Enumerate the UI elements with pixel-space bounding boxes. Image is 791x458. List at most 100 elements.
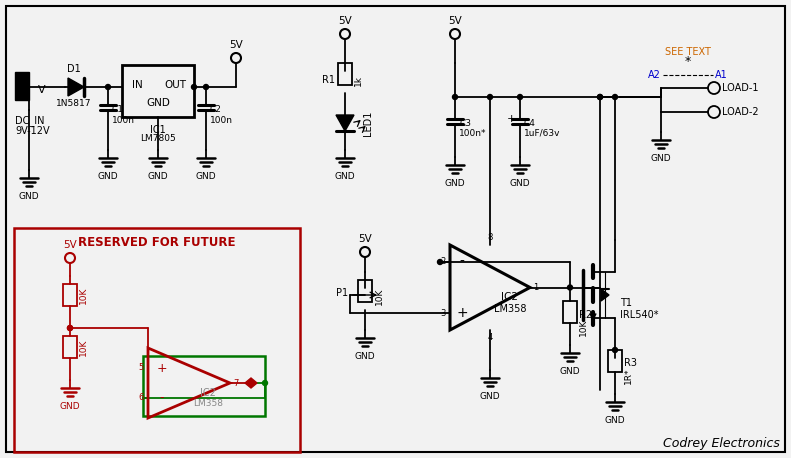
Text: GND: GND — [479, 392, 501, 401]
Text: SEE TEXT: SEE TEXT — [665, 47, 711, 57]
Circle shape — [612, 348, 618, 353]
Text: 2: 2 — [441, 257, 446, 267]
Text: GND: GND — [509, 179, 530, 188]
Bar — [143, 356, 265, 416]
Text: C1: C1 — [112, 105, 124, 114]
Text: DC_IN: DC_IN — [15, 115, 44, 126]
Polygon shape — [68, 78, 84, 96]
Text: 100n: 100n — [210, 116, 233, 125]
Text: 5V: 5V — [63, 240, 77, 250]
Circle shape — [567, 285, 573, 290]
Bar — [563, 300, 577, 322]
Text: 5V: 5V — [338, 16, 352, 26]
Text: 5V: 5V — [358, 234, 372, 244]
Circle shape — [437, 260, 442, 265]
Circle shape — [517, 94, 523, 99]
Text: GND: GND — [560, 366, 581, 376]
Circle shape — [203, 84, 209, 89]
Text: 10K: 10K — [579, 319, 588, 336]
Text: IRL540*: IRL540* — [620, 310, 658, 320]
Text: 9V-12V: 9V-12V — [15, 126, 50, 136]
Text: -: - — [160, 392, 165, 404]
Circle shape — [612, 94, 618, 99]
Text: 8: 8 — [487, 233, 493, 242]
Text: 6: 6 — [138, 393, 144, 403]
Text: V: V — [38, 85, 46, 95]
Text: IC2: IC2 — [501, 293, 518, 302]
Text: 1: 1 — [533, 283, 538, 292]
Text: D1: D1 — [67, 64, 81, 74]
Text: 7: 7 — [233, 378, 238, 387]
Text: R2: R2 — [579, 310, 592, 320]
Bar — [358, 280, 372, 302]
Bar — [122, 65, 194, 117]
Text: R3: R3 — [624, 358, 637, 368]
Text: 1k: 1k — [354, 75, 363, 86]
Text: IC2: IC2 — [200, 388, 216, 398]
Text: 5: 5 — [138, 364, 144, 372]
Text: 10K: 10K — [79, 286, 88, 304]
Text: C4: C4 — [524, 119, 536, 128]
Polygon shape — [601, 289, 609, 301]
Text: -: - — [460, 255, 464, 269]
Polygon shape — [245, 378, 257, 388]
Bar — [63, 284, 77, 306]
Bar — [14, 228, 300, 452]
Bar — [608, 350, 622, 372]
Text: GND: GND — [445, 179, 465, 188]
Text: +: + — [456, 306, 467, 320]
Text: 10K: 10K — [375, 287, 384, 305]
Text: GND: GND — [604, 416, 626, 425]
Polygon shape — [336, 115, 354, 131]
Text: GND: GND — [19, 192, 40, 201]
Circle shape — [105, 84, 111, 89]
Text: GND: GND — [146, 98, 170, 108]
Circle shape — [597, 94, 603, 99]
Text: 1R*: 1R* — [624, 368, 633, 384]
Text: RESERVED FOR FUTURE: RESERVED FOR FUTURE — [78, 235, 236, 249]
Text: 10K: 10K — [79, 338, 88, 356]
Circle shape — [67, 326, 73, 331]
Circle shape — [263, 381, 267, 386]
Circle shape — [67, 326, 73, 331]
Text: IC1: IC1 — [150, 125, 166, 135]
Text: *: * — [685, 55, 691, 69]
Text: GND: GND — [335, 172, 355, 181]
Text: +: + — [157, 361, 168, 375]
Text: 100n: 100n — [112, 116, 135, 125]
Text: T1: T1 — [620, 298, 632, 308]
Text: A1: A1 — [715, 70, 728, 80]
Text: 5V: 5V — [448, 16, 462, 26]
Text: 1N5817: 1N5817 — [56, 99, 92, 108]
Bar — [63, 336, 77, 358]
Text: LOAD-2: LOAD-2 — [722, 107, 759, 117]
Text: GND: GND — [148, 172, 168, 181]
Text: OUT: OUT — [164, 80, 186, 90]
Text: LM7805: LM7805 — [140, 134, 176, 143]
Text: LED1: LED1 — [363, 110, 373, 136]
Bar — [15, 72, 29, 100]
Text: LM358: LM358 — [494, 305, 526, 315]
Text: Codrey Electronics: Codrey Electronics — [663, 437, 780, 450]
Text: P1: P1 — [336, 288, 348, 298]
Text: A2: A2 — [648, 70, 661, 80]
Text: GND: GND — [354, 352, 375, 361]
Text: IN: IN — [132, 80, 142, 90]
Circle shape — [487, 94, 493, 99]
Text: GND: GND — [651, 154, 672, 163]
Circle shape — [191, 84, 196, 89]
Text: R1: R1 — [322, 75, 335, 85]
Circle shape — [452, 94, 457, 99]
Text: C3: C3 — [459, 119, 471, 128]
Text: GND: GND — [97, 172, 119, 181]
Text: GND: GND — [195, 172, 216, 181]
Text: 100n*: 100n* — [459, 129, 486, 138]
Text: GND: GND — [59, 402, 81, 411]
Circle shape — [597, 94, 603, 99]
Text: LM358: LM358 — [193, 399, 223, 409]
Text: 4: 4 — [487, 333, 493, 342]
Text: 5V: 5V — [229, 40, 243, 50]
Text: LOAD-1: LOAD-1 — [722, 83, 759, 93]
Text: C2: C2 — [210, 105, 221, 114]
Text: 1uF/63v: 1uF/63v — [524, 129, 561, 138]
